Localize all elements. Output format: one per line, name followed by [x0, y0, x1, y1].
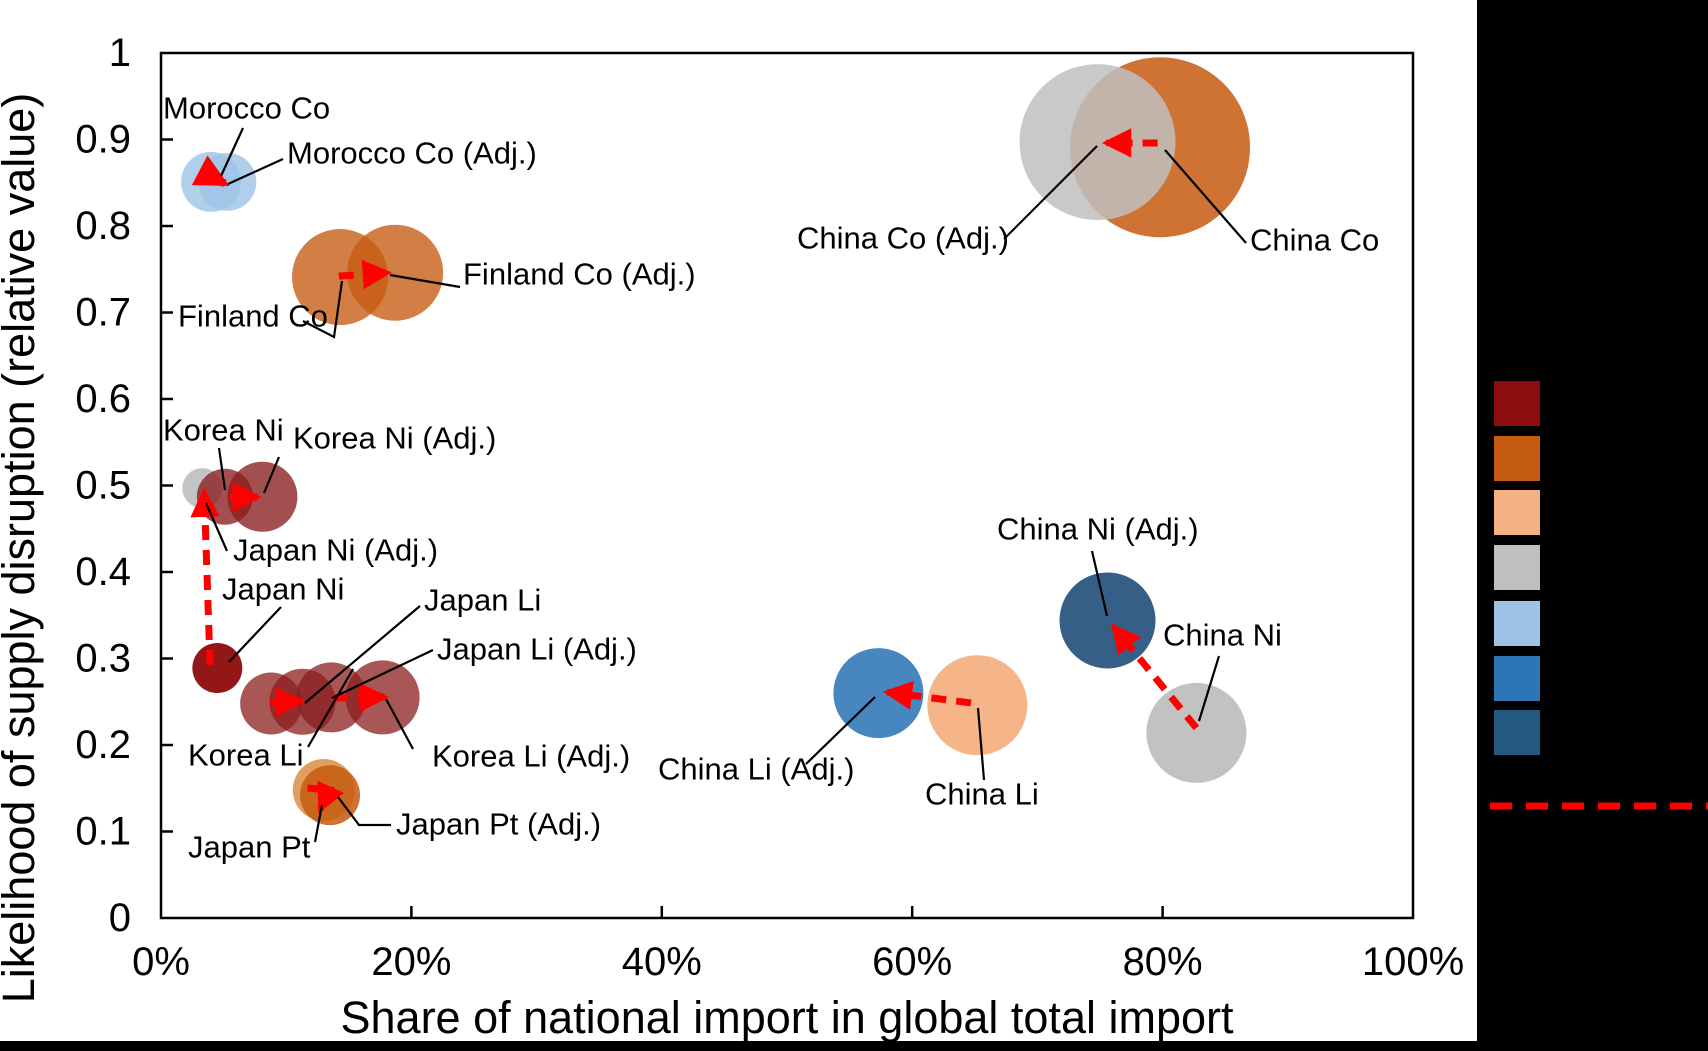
leader-japan-pt-adj: [337, 796, 391, 827]
y-tick-label-0.2: 0.2: [75, 723, 131, 767]
y-tick-label-0.9: 0.9: [75, 118, 131, 162]
leader-korea-li: [307, 668, 354, 748]
legend-swatch-dark-red: [1494, 381, 1540, 426]
x-tick-label-0%: 0%: [132, 940, 190, 984]
bubble-finland-co-adj: [347, 224, 444, 321]
arrow-korea-li-shift: [332, 682, 389, 713]
leader-china-li-adj: [805, 696, 876, 765]
bubble-china-ni: [1146, 682, 1247, 783]
label-morocco-co: Morocco Co: [163, 90, 330, 125]
y-tick-label-0.7: 0.7: [75, 291, 131, 335]
leader-korea-li-adj: [385, 698, 414, 750]
label-korea-li: Korea Li: [188, 737, 303, 772]
x-tick-label-80%: 80%: [1123, 940, 1203, 984]
label-china-co: China Co: [1250, 222, 1379, 257]
leader-japan-pt: [313, 804, 324, 843]
arrow-japan-ni-shift: [190, 487, 220, 666]
bubble-korea-ni-adj: [227, 461, 298, 532]
arrow-china-ni-shift: [1110, 623, 1200, 731]
arrow-japan-pt-shift: [307, 780, 345, 814]
leader-japan-ni: [228, 606, 282, 663]
y-tick-label-0.1: 0.1: [75, 810, 131, 854]
bubble-korea-li: [296, 662, 367, 733]
leader-japan-ni-adj: [204, 502, 229, 552]
leader-finland-co: [302, 280, 344, 339]
y-tick-label-1: 1: [109, 31, 131, 75]
arrow-morocco-co-shift: [191, 155, 230, 188]
x-tick-label-20%: 20%: [371, 940, 451, 984]
label-korea-ni-adj: Korea Ni (Adj.): [293, 420, 496, 455]
x-axis-title: Share of national import in global total…: [341, 992, 1234, 1043]
legend-swatch-gray: [1494, 545, 1540, 590]
leader-china-ni: [1197, 655, 1221, 722]
leader-japan-li-adj: [331, 649, 434, 699]
y-tick-label-0.3: 0.3: [75, 637, 131, 681]
label-japan-ni: Japan Ni: [222, 571, 344, 606]
legend-swatch-light-blue: [1494, 601, 1540, 646]
label-japan-pt: Japan Pt: [188, 829, 311, 864]
label-japan-li-adj: Japan Li (Adj.): [437, 631, 637, 666]
leader-china-co: [1164, 149, 1247, 244]
x-tick-label-60%: 60%: [872, 940, 952, 984]
arrow-china-li-shift: [882, 680, 972, 710]
label-korea-li-adj: Korea Li (Adj.): [432, 738, 630, 773]
y-axis-title: Likelihood of supply disruption (relativ…: [0, 93, 44, 1004]
label-china-co-adj: China Co (Adj.): [797, 220, 1009, 255]
leader-morocco-co-adj: [227, 157, 284, 186]
leader-korea-ni-adj: [262, 456, 281, 494]
label-japan-pt-adj: Japan Pt (Adj.): [396, 806, 601, 841]
bottom-black-strip: [0, 1041, 1708, 1051]
y-tick-label-0: 0: [109, 896, 131, 940]
label-china-ni: China Ni: [1163, 617, 1282, 652]
bubble-china-co-adj: [1019, 64, 1176, 221]
leader-china-co-adj: [1003, 145, 1098, 240]
bubble-china-ni-adj: [1059, 572, 1156, 669]
label-china-li-adj: China Li (Adj.): [658, 751, 854, 786]
arrow-finland-co-shift: [338, 259, 393, 290]
label-japan-ni-adj: Japan Ni (Adj.): [233, 532, 438, 567]
leader-japan-li: [304, 605, 421, 704]
bubble-japan-ni: [192, 643, 243, 694]
legend-swatch-blue: [1494, 656, 1540, 701]
y-tick-label-0.8: 0.8: [75, 204, 131, 248]
label-finland-co-adj: Finland Co (Adj.): [463, 256, 696, 291]
label-finland-co: Finland Co: [178, 298, 328, 333]
leader-finland-co-adj: [389, 273, 461, 289]
label-korea-ni: Korea Ni: [163, 412, 284, 447]
legend-swatch-orange: [1494, 436, 1540, 481]
x-tick-label-100%: 100%: [1362, 940, 1464, 984]
legend-swatch-dark-blue: [1494, 710, 1540, 755]
y-tick-label-0.6: 0.6: [75, 377, 131, 421]
leader-china-li: [976, 707, 986, 781]
label-china-ni-adj: China Ni (Adj.): [997, 511, 1199, 546]
arrow-japan-li-shift: [270, 687, 306, 717]
label-japan-li: Japan Li: [424, 582, 541, 617]
y-tick-label-0.5: 0.5: [75, 464, 131, 508]
x-tick-label-40%: 40%: [622, 940, 702, 984]
leader-china-ni-adj: [1090, 550, 1109, 617]
label-china-li: China Li: [925, 776, 1039, 811]
label-morocco-co-adj: Morocco Co (Adj.): [287, 135, 537, 170]
leader-korea-ni: [217, 447, 227, 491]
bubble-china-li: [927, 655, 1028, 756]
y-tick-label-0.4: 0.4: [75, 550, 131, 594]
leader-morocco-co: [220, 127, 244, 177]
legend-swatch-peach: [1494, 490, 1540, 535]
